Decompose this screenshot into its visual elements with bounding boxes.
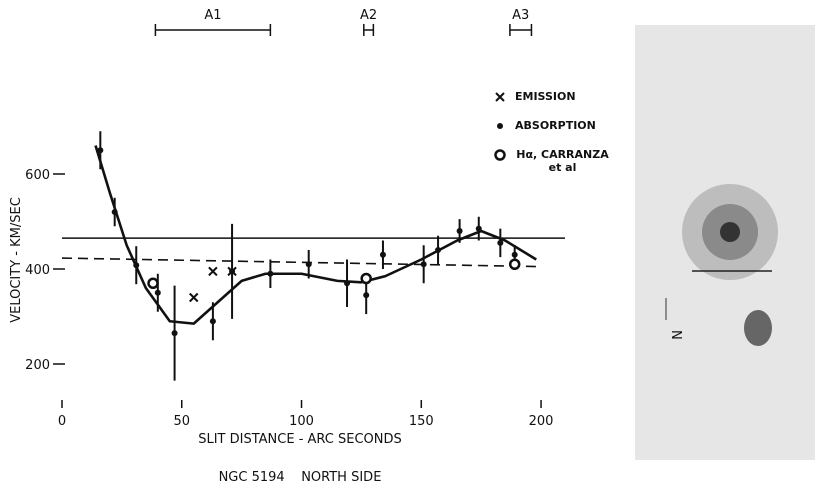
galaxy-image: N — [635, 25, 815, 460]
image-label: N — [668, 330, 683, 340]
halpha-point — [360, 272, 372, 285]
absorption-point — [363, 292, 370, 299]
region-bracket — [509, 24, 533, 36]
region-label: A1 — [204, 8, 221, 23]
legend-text: ABSORPTION — [515, 119, 596, 132]
emission-point — [208, 266, 218, 277]
absorption-point — [133, 262, 140, 269]
absorption-point — [497, 123, 503, 129]
absorption-point — [475, 225, 482, 232]
absorption-point — [511, 251, 518, 258]
absorption-point — [171, 330, 178, 337]
absorption-point — [97, 147, 104, 154]
absorption-point — [267, 270, 274, 277]
y-tick-label: 200 — [25, 358, 50, 373]
absorption-point — [435, 247, 442, 253]
x-tick-label: 200 — [529, 414, 554, 429]
region-bracket — [154, 24, 272, 36]
legend-text: EMISSION — [515, 90, 576, 103]
caption: NGC 5194 NORTH SIDE — [219, 470, 382, 485]
x-tick-label: 0 — [58, 414, 66, 429]
region-label: A3 — [512, 8, 529, 23]
x-tick-label: 100 — [289, 414, 314, 429]
y-axis-label: VELOCITY - KM/SEC — [9, 197, 24, 323]
absorption-point — [420, 261, 427, 268]
legend-text: Hα, CARRANZA et al — [516, 148, 609, 174]
fit-curve — [94, 145, 537, 325]
absorption-point — [229, 268, 236, 275]
halpha-point — [147, 277, 159, 289]
region-bracket — [363, 24, 375, 36]
absorption-point — [379, 251, 386, 258]
y-tick-label: 600 — [25, 168, 50, 183]
absorption-point — [111, 209, 118, 215]
emission-point — [189, 292, 199, 303]
x-axis-label: SLIT DISTANCE - ARC SECONDS — [198, 432, 402, 447]
region-label: A2 — [360, 8, 377, 23]
x-tick-label: 150 — [409, 414, 434, 429]
absorption-point — [209, 318, 216, 325]
emission-point — [495, 92, 505, 102]
absorption-point — [344, 280, 351, 287]
x-tick-label: 50 — [173, 414, 190, 429]
y-tick-label: 400 — [25, 263, 50, 278]
absorption-point — [154, 289, 161, 296]
absorption-point — [497, 239, 504, 246]
halpha-point — [508, 258, 521, 270]
halpha-point — [494, 149, 506, 161]
absorption-point — [305, 261, 312, 268]
absorption-point — [456, 228, 463, 234]
